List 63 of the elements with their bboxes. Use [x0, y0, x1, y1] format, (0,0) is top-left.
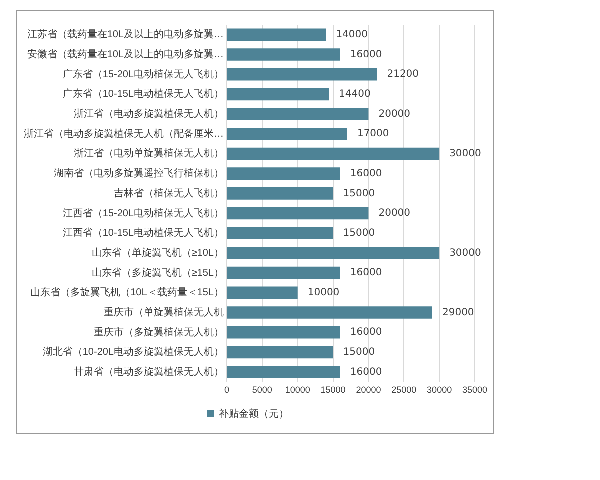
- data-label: 17000: [357, 128, 390, 140]
- bar: [228, 108, 369, 120]
- y-tick-label: 广东省（10-15L电动植保无人飞机）: [62, 88, 224, 100]
- x-tick-label: 10000: [285, 385, 310, 396]
- y-tick-label: 重庆市（单旋翼植保无人机: [104, 306, 224, 318]
- y-tick-label: 浙江省（电动多旋翼植保无人机（配备厘米…: [24, 128, 224, 140]
- y-tick-label: 湖北省（10-20L电动多旋翼植保无人机）: [42, 346, 224, 358]
- bar: [228, 247, 440, 260]
- data-label: 16000: [350, 327, 382, 338]
- data-label: 20000: [378, 108, 411, 120]
- data-label: 30000: [450, 248, 482, 259]
- data-label: 16000: [350, 268, 382, 279]
- data-label: 16000: [350, 366, 382, 378]
- x-tick-label: 15000: [320, 385, 346, 396]
- y-tick-label: 山东省（单旋翼飞机（≥10L）: [92, 246, 224, 259]
- bar: [228, 128, 348, 140]
- y-tick-label: 浙江省（电动多旋翼植保无人机）: [74, 108, 224, 120]
- data-label: 29000: [442, 307, 474, 318]
- x-tick-label: 5000: [252, 385, 272, 396]
- bar: [228, 148, 440, 160]
- legend-label: 补贴金额（元）: [219, 408, 289, 420]
- y-tick-label: 湖南省（电动多旋翼遥控飞行植保机）: [54, 168, 224, 180]
- data-label: 16000: [350, 49, 382, 60]
- bar: [228, 88, 330, 101]
- y-tick-label: 山东省（多旋翼飞机（10L＜载药量＜15L）: [30, 286, 224, 299]
- bar: [228, 326, 340, 339]
- y-tick-label: 山东省（多旋翼飞机（≥15L）: [92, 266, 224, 279]
- bar: [228, 28, 326, 42]
- bar: [228, 346, 334, 359]
- bar: [228, 366, 340, 378]
- data-label: 14000: [336, 30, 368, 41]
- data-label: 10000: [308, 287, 340, 298]
- bar: [228, 68, 378, 81]
- bar: [228, 266, 340, 280]
- y-tick-label: 江西省（10-15L电动植保无人飞机）: [62, 227, 224, 240]
- bar: [228, 286, 298, 300]
- bar: [228, 168, 340, 180]
- bar: [228, 227, 334, 240]
- data-label: 15000: [343, 347, 376, 358]
- bar: [228, 207, 369, 220]
- data-label: 20000: [378, 208, 411, 220]
- x-tick-label: 0: [224, 385, 230, 396]
- data-label: 15000: [343, 228, 376, 239]
- data-label: 16000: [350, 168, 382, 180]
- y-tick-label: 江苏省（载药量在10L及以上的电动多旋翼…: [27, 28, 224, 41]
- x-tick-label: 25000: [392, 385, 417, 396]
- data-label: 14400: [339, 89, 371, 100]
- y-tick-label: 江西省（15-20L电动植保无人飞机）: [62, 207, 224, 220]
- data-label: 15000: [343, 188, 376, 200]
- bar: [228, 306, 432, 319]
- y-tick-label: 安徽省（载药量在10L及以上的电动多旋翼…: [27, 48, 224, 61]
- y-tick-label: 浙江省（电动单旋翼植保无人机）: [74, 148, 224, 160]
- data-label: 21200: [387, 69, 420, 80]
- x-tick-label: 35000: [462, 385, 488, 396]
- y-tick-label: 甘肃省（电动多旋翼植保无人机）: [74, 366, 224, 378]
- x-tick-label: 20000: [356, 385, 382, 396]
- y-tick-label: 广东省（15-20L电动植保无人飞机）: [62, 68, 224, 80]
- y-tick-label: 吉林省（植保无人飞机）: [114, 187, 224, 200]
- data-label: 30000: [450, 148, 482, 160]
- bar: [228, 48, 340, 61]
- bar: [228, 188, 334, 200]
- y-tick-label: 重庆市（多旋翼植保无人机）: [94, 326, 224, 338]
- x-tick-label: 30000: [427, 385, 452, 396]
